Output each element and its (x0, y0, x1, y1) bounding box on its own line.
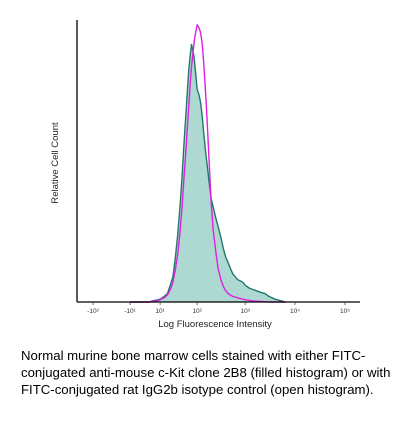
x-axis-label: Log Fluorescence Intensity (158, 319, 272, 330)
x-tick-label: -10² (87, 308, 99, 315)
axes (76, 20, 360, 303)
open-histogram-line (130, 24, 286, 303)
x-axis-ticks: -10² -10¹ 10¹ 10² 10³ 10⁴ 10⁵ (87, 302, 350, 315)
histogram-figure: -10² -10¹ 10¹ 10² 10³ 10⁴ 10⁵ Log Fluorescence… (50, 20, 360, 330)
y-axis-label: Relative Cell Count (50, 122, 61, 204)
x-tick-label: -10¹ (124, 308, 136, 315)
x-tick-label: 10² (192, 308, 202, 315)
x-tick-label: 10⁴ (290, 308, 300, 315)
x-tick-label: 10³ (240, 308, 250, 315)
figure-caption: Normal murine bone marrow cells stained … (21, 348, 391, 397)
plot-area (130, 24, 286, 303)
x-tick-label: 10¹ (155, 308, 165, 315)
filled-histogram-outline (130, 43, 286, 303)
x-tick-label: 10⁵ (340, 308, 350, 315)
